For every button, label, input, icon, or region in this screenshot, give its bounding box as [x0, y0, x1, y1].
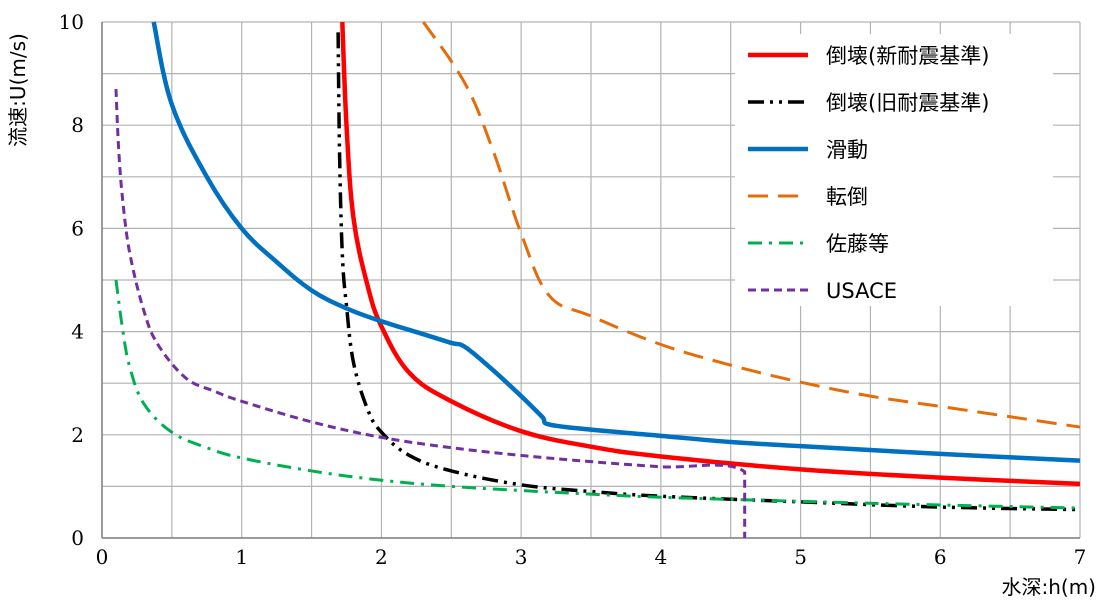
x-tick-label: 3	[515, 545, 528, 569]
legend-label-4: 転倒	[826, 185, 868, 209]
legend-label-5: 佐藤等	[826, 232, 889, 256]
x-tick-label: 4	[654, 545, 667, 569]
x-tick-label: 2	[375, 545, 388, 569]
legend-label-2: 倒壊(旧耐震基準)	[826, 91, 989, 115]
series-line-6	[114, 89, 747, 538]
y-tick-label: 8	[71, 113, 84, 137]
y-tick-label: 2	[71, 423, 84, 447]
y-tick-label: 4	[71, 320, 84, 344]
series-line-4	[422, 21, 1081, 429]
y-tick-label: 0	[71, 526, 84, 550]
x-tick-label: 6	[934, 545, 947, 569]
x-tick-label: 5	[794, 545, 807, 569]
series-line-1	[340, 21, 1081, 487]
series-line-5	[114, 279, 1081, 510]
legend-label-3: 滑動	[826, 138, 868, 162]
legend-background	[735, 34, 1053, 306]
y-tick-label: 6	[71, 216, 84, 240]
x-tick-label: 1	[235, 545, 248, 569]
axes	[101, 22, 1080, 539]
series-line-3	[151, 21, 1081, 463]
x-tick-label: 7	[1074, 545, 1087, 569]
y-tick-label: 10	[59, 10, 84, 34]
legend-label-1: 倒壊(新耐震基準)	[826, 44, 989, 68]
legend-label-6: USACE	[826, 279, 897, 303]
x-tick-label: 0	[96, 545, 109, 569]
x-axis-label: 水深:h(m)	[1001, 575, 1096, 599]
y-axis-label: 流速:U(m/s)	[6, 33, 30, 147]
series-layer	[114, 21, 1081, 538]
tick-labels: 0 1 2 3 4 5 6 7 0 2 4 6 8 10	[59, 10, 1087, 569]
